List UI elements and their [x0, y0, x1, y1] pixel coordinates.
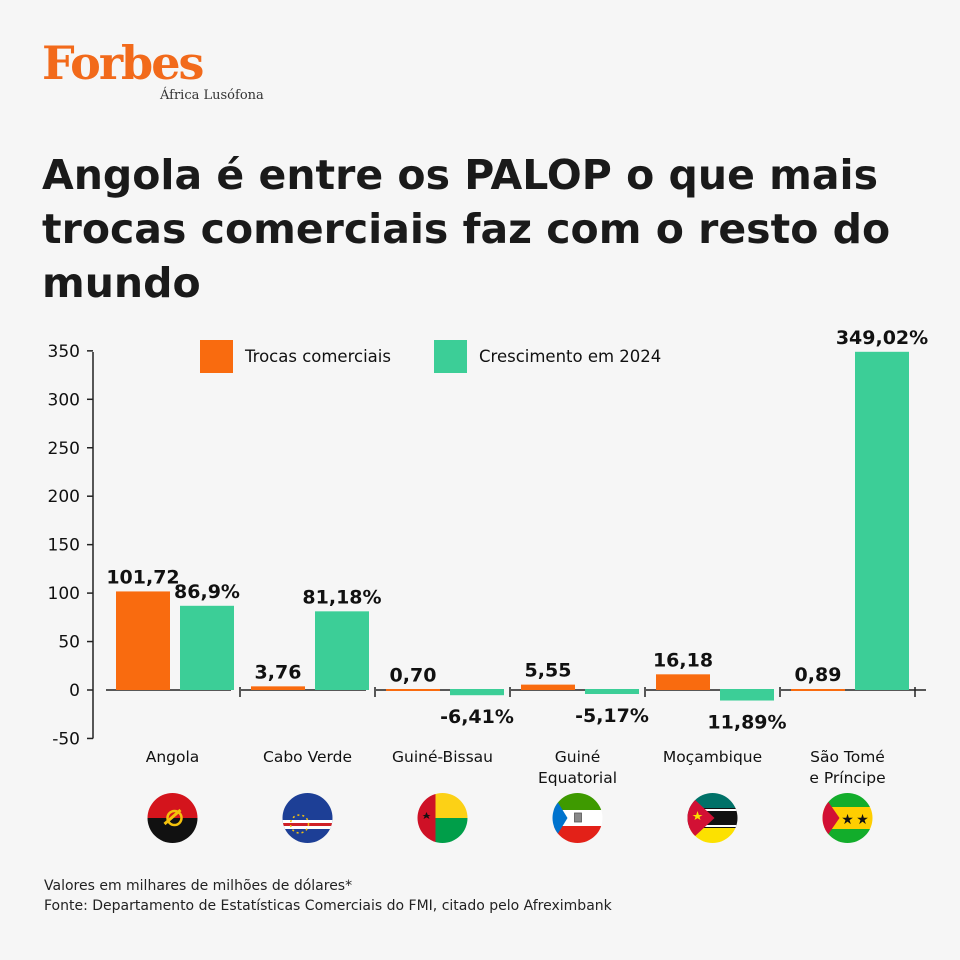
growth-bar — [450, 689, 504, 696]
y-tick-label: -50 — [52, 729, 80, 749]
cabo-verde-flag-icon — [282, 793, 333, 843]
mocambique-flag-icon — [687, 793, 738, 843]
sao-tome-flag-icon: ★ ★ — [822, 793, 873, 843]
category-label: Guiné — [555, 748, 601, 766]
category-label: Cabo Verde — [263, 748, 352, 766]
trade-value-label: 5,55 — [525, 660, 572, 682]
y-tick-label: 350 — [48, 342, 80, 362]
category-label: e Príncipe — [809, 769, 885, 787]
y-tick-label: 150 — [48, 536, 80, 556]
growth-bar — [585, 689, 639, 695]
category-label: São Tomé — [810, 748, 885, 766]
trade-bar — [251, 686, 305, 690]
legend-label: Trocas comerciais — [244, 347, 391, 366]
y-tick-label: 100 — [48, 584, 80, 604]
growth-value-label: 11,89% — [707, 712, 786, 734]
y-tick-label: 0 — [69, 681, 80, 701]
y-tick-label: 300 — [48, 390, 80, 410]
growth-value-label: -5,17% — [575, 705, 649, 727]
category-label: Equatorial — [538, 769, 617, 787]
trade-bar — [386, 689, 440, 691]
category-label: Angola — [146, 748, 200, 766]
trade-value-label: 101,72 — [106, 566, 179, 588]
trade-value-label: 16,18 — [653, 649, 713, 671]
growth-value-label: -6,41% — [440, 706, 514, 728]
units-note: Valores em milhares de milhões de dólare… — [44, 878, 353, 894]
trade-bar — [116, 591, 170, 690]
y-tick-label: 200 — [48, 487, 80, 507]
growth-value-label: 81,18% — [302, 586, 381, 608]
brand-edition: África Lusófona — [160, 88, 264, 103]
svg-text:★: ★ — [841, 812, 854, 828]
growth-bar — [180, 605, 234, 690]
y-tick-label: 50 — [58, 633, 80, 653]
angola-flag-icon — [147, 793, 198, 843]
svg-text:★: ★ — [856, 812, 869, 828]
y-tick-label: 250 — [48, 439, 80, 459]
footnote: Valores em milhares de milhões de dólare… — [44, 876, 612, 916]
growth-bar — [720, 689, 774, 701]
trade-value-label: 0,89 — [795, 664, 842, 686]
trade-value-label: 0,70 — [390, 664, 437, 686]
brand-logo: Forbes África Lusófona — [42, 36, 264, 103]
category-label: Guiné-Bissau — [392, 748, 493, 766]
source-note: Fonte: Departamento de Estatísticas Come… — [44, 898, 612, 914]
trade-bar — [656, 674, 710, 690]
legend-swatch — [200, 340, 233, 373]
legend-swatch — [434, 340, 467, 373]
category-label: Moçambique — [663, 748, 762, 766]
guine-bissau-flag-icon — [417, 793, 468, 843]
trade-bar — [791, 689, 845, 691]
growth-bar — [315, 611, 369, 690]
growth-value-label: 86,9% — [174, 581, 240, 603]
chart-headline: Angola é entre os PALOP o que mais troca… — [42, 151, 891, 307]
growth-value-label: 349,02% — [836, 327, 928, 349]
brand-name: Forbes — [42, 36, 204, 90]
growth-bar — [855, 351, 909, 690]
legend-label: Crescimento em 2024 — [479, 347, 661, 366]
guine-equatorial-flag-icon — [552, 793, 603, 843]
trade-value-label: 3,76 — [255, 661, 302, 683]
trade-bar — [521, 684, 575, 690]
